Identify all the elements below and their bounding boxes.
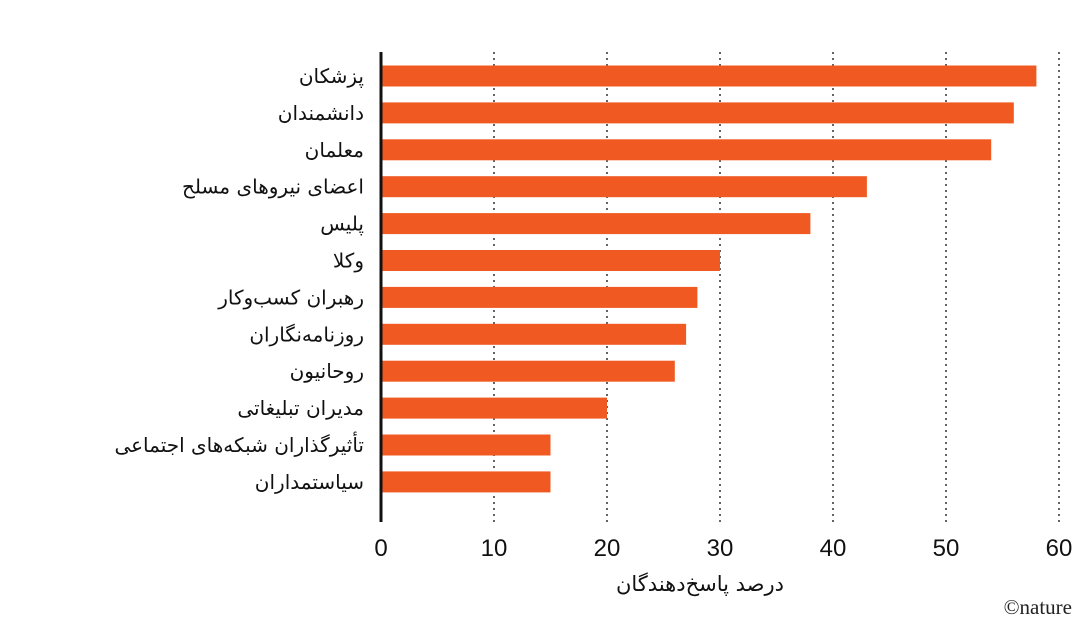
category-label-11: سیاستمداران [255,470,364,494]
x-tick-label-50: 50 [933,535,960,562]
x-tick-label-30: 30 [707,535,734,562]
x-axis-title: درصد پاسخ‌دهندگان [616,572,784,596]
bar-0 [381,65,1037,87]
bars [381,65,1037,493]
category-label-3: اعضای نیروهای مسلح [182,175,364,199]
bar-3 [381,176,867,198]
category-label-5: وکلا [333,249,364,273]
bar-8 [381,360,675,382]
category-label-0: پزشکان [299,64,364,89]
x-tick-label-20: 20 [594,535,621,562]
bar-11 [381,471,551,493]
x-tick-label-0: 0 [374,535,387,562]
bar-9 [381,397,607,419]
x-tick-labels: 0 10 20 30 40 50 60 [374,535,1072,562]
bar-2 [381,139,992,161]
x-tick-label-40: 40 [820,535,847,562]
category-label-1: دانشمندان [278,101,364,125]
x-tick-label-10: 10 [481,535,508,562]
category-label-7: روزنامه‌نگاران [249,322,364,346]
category-label-8: روحانیون [290,359,364,383]
bar-5 [381,250,720,271]
bar-7 [381,323,687,345]
category-label-9: مدیران تبلیغاتی [237,396,364,420]
category-labels: پزشکان دانشمندان معلمان اعضای نیروهای مسلح پ… [114,64,364,494]
nature-credit: ©nature [1004,595,1072,619]
category-label-2: معلمان [305,138,364,162]
bar-10 [381,434,551,456]
category-label-4: پلیس [320,212,364,237]
category-label-6: رهبران کسب‌وکار [217,285,364,309]
bar-1 [381,102,1014,124]
category-label-10: تأثیرگذاران شبکه‌های اجتماعی [114,431,364,457]
bar-4 [381,213,811,235]
x-tick-label-60: 60 [1046,535,1073,562]
bar-6 [381,286,698,308]
